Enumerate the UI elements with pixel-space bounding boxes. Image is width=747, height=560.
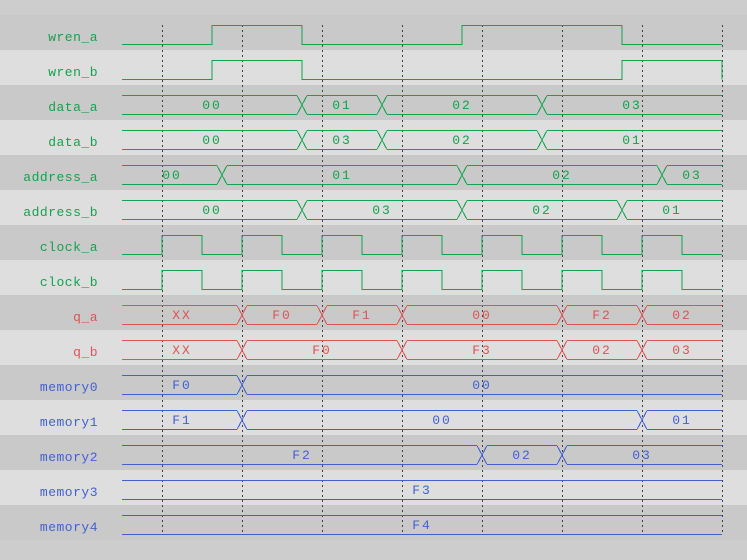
bus-value-label: 01 — [332, 168, 352, 183]
bit-trace — [122, 25, 722, 45]
bus-crossover — [476, 445, 488, 465]
bus-crossover — [536, 130, 548, 150]
bus-value-label: 03 — [332, 133, 352, 148]
bus-crossover — [656, 165, 668, 185]
bus-value-label: 00 — [202, 203, 222, 218]
signal-name-wren_b[interactable]: wren_b — [48, 65, 98, 80]
bus-value-label: 01 — [672, 413, 692, 428]
bus-value-label: 03 — [682, 168, 702, 183]
bus-crossover — [556, 305, 568, 325]
signal-name-address_b[interactable]: address_b — [23, 205, 98, 220]
signal-name-data_a[interactable]: data_a — [48, 100, 98, 115]
bus-value-label: 03 — [622, 98, 642, 113]
bus-value-label: 02 — [532, 203, 552, 218]
bus-value-label: 02 — [552, 168, 572, 183]
bus-value-label: F0 — [172, 378, 192, 393]
signal-name-q_b[interactable]: q_b — [73, 345, 98, 360]
signal-name-memory4[interactable]: memory4 — [39, 520, 98, 535]
bus-crossover — [636, 340, 648, 360]
signal-name-memory3[interactable]: memory3 — [39, 485, 98, 500]
signal-name-memory2[interactable]: memory2 — [39, 450, 98, 465]
bus-crossover — [376, 95, 388, 115]
bus-value-label: 02 — [512, 448, 532, 463]
wave-memory3: F3 — [122, 480, 722, 500]
bus-crossover — [456, 200, 468, 220]
bit-trace — [122, 270, 722, 290]
bus-value-label: 03 — [632, 448, 652, 463]
bus-value-label: F3 — [412, 483, 432, 498]
bus-crossover — [296, 95, 308, 115]
signal-name-q_a[interactable]: q_a — [73, 310, 98, 325]
bus-value-label: 03 — [672, 343, 692, 358]
bus-crossover — [236, 375, 248, 395]
wave-address_b: 00 03 02 01 — [122, 200, 722, 220]
bus-crossover — [236, 410, 248, 430]
bus-crossover — [636, 305, 648, 325]
signal-name-clock_a[interactable]: clock_a — [39, 240, 98, 255]
bus-value-label: F2 — [592, 308, 612, 323]
wave-memory0: F0 00 — [122, 375, 722, 395]
wave-address_a: 00 01 02 03 — [122, 165, 722, 185]
wave-q_b: XX F0 F3 02 03 — [122, 340, 722, 360]
bus-value-label: 03 — [372, 203, 392, 218]
bus-crossover — [316, 305, 328, 325]
bus-value-label: F0 — [312, 343, 332, 358]
signal-name-wren_a[interactable]: wren_a — [48, 30, 98, 45]
wave-memory1: F1 00 01 — [122, 410, 722, 430]
wave-wren_a — [122, 25, 722, 45]
bus-value-label: 00 — [472, 378, 492, 393]
bus-crossover — [536, 95, 548, 115]
bus-value-label: 01 — [662, 203, 682, 218]
bit-trace — [122, 60, 723, 80]
bus-crossover — [556, 445, 568, 465]
signal-name-address_a[interactable]: address_a — [23, 170, 98, 185]
wave-memory4: F4 — [122, 515, 722, 535]
bus-value-label: 02 — [452, 133, 472, 148]
bit-trace — [122, 235, 722, 255]
wave-clock_a — [122, 235, 722, 255]
signal-name-memory1[interactable]: memory1 — [39, 415, 98, 430]
bus-value-label: XX — [172, 343, 192, 358]
bus-value-label: 00 — [162, 168, 182, 183]
bus-crossover — [376, 130, 388, 150]
bus-value-label: F4 — [412, 518, 432, 533]
bus-value-label: 02 — [672, 308, 692, 323]
bus-value-label: F2 — [292, 448, 312, 463]
wave-data_a: 00 01 02 03 — [122, 95, 722, 115]
bus-value-label: XX — [172, 308, 192, 323]
bus-value-label: F1 — [172, 413, 192, 428]
bus-value-label: 00 — [432, 413, 452, 428]
bus-crossover — [456, 165, 468, 185]
bus-crossover — [556, 340, 568, 360]
wave-clock_b — [122, 270, 722, 290]
bus-value-label: 00 — [202, 98, 222, 113]
wave-data_b: 00 03 02 01 — [122, 130, 722, 150]
bus-crossover — [296, 200, 308, 220]
bus-crossover — [296, 130, 308, 150]
bus-value-label: F1 — [352, 308, 372, 323]
signal-name-clock_b[interactable]: clock_b — [39, 275, 98, 290]
bus-value-label: 01 — [332, 98, 352, 113]
bus-value-label: 00 — [472, 308, 492, 323]
bus-crossover — [216, 165, 228, 185]
bus-value-label: 02 — [592, 343, 612, 358]
bus-crossover — [236, 305, 248, 325]
bus-value-label: 00 — [202, 133, 222, 148]
bus-crossover — [636, 410, 648, 430]
bus-value-label: 02 — [452, 98, 472, 113]
bus-crossover — [616, 200, 628, 220]
signal-name-memory0[interactable]: memory0 — [39, 380, 98, 395]
bus-value-label: F3 — [472, 343, 492, 358]
wave-wren_b — [122, 60, 723, 80]
bus-crossover — [396, 305, 408, 325]
bus-crossover — [236, 340, 248, 360]
wave-q_a: XX F0 F1 00 F2 02 — [122, 305, 722, 325]
bus-crossover — [396, 340, 408, 360]
signal-name-data_b[interactable]: data_b — [48, 135, 98, 150]
bus-value-label: F0 — [272, 308, 292, 323]
wave-memory2: F2 02 03 — [122, 445, 722, 465]
bus-value-label: 01 — [622, 133, 642, 148]
